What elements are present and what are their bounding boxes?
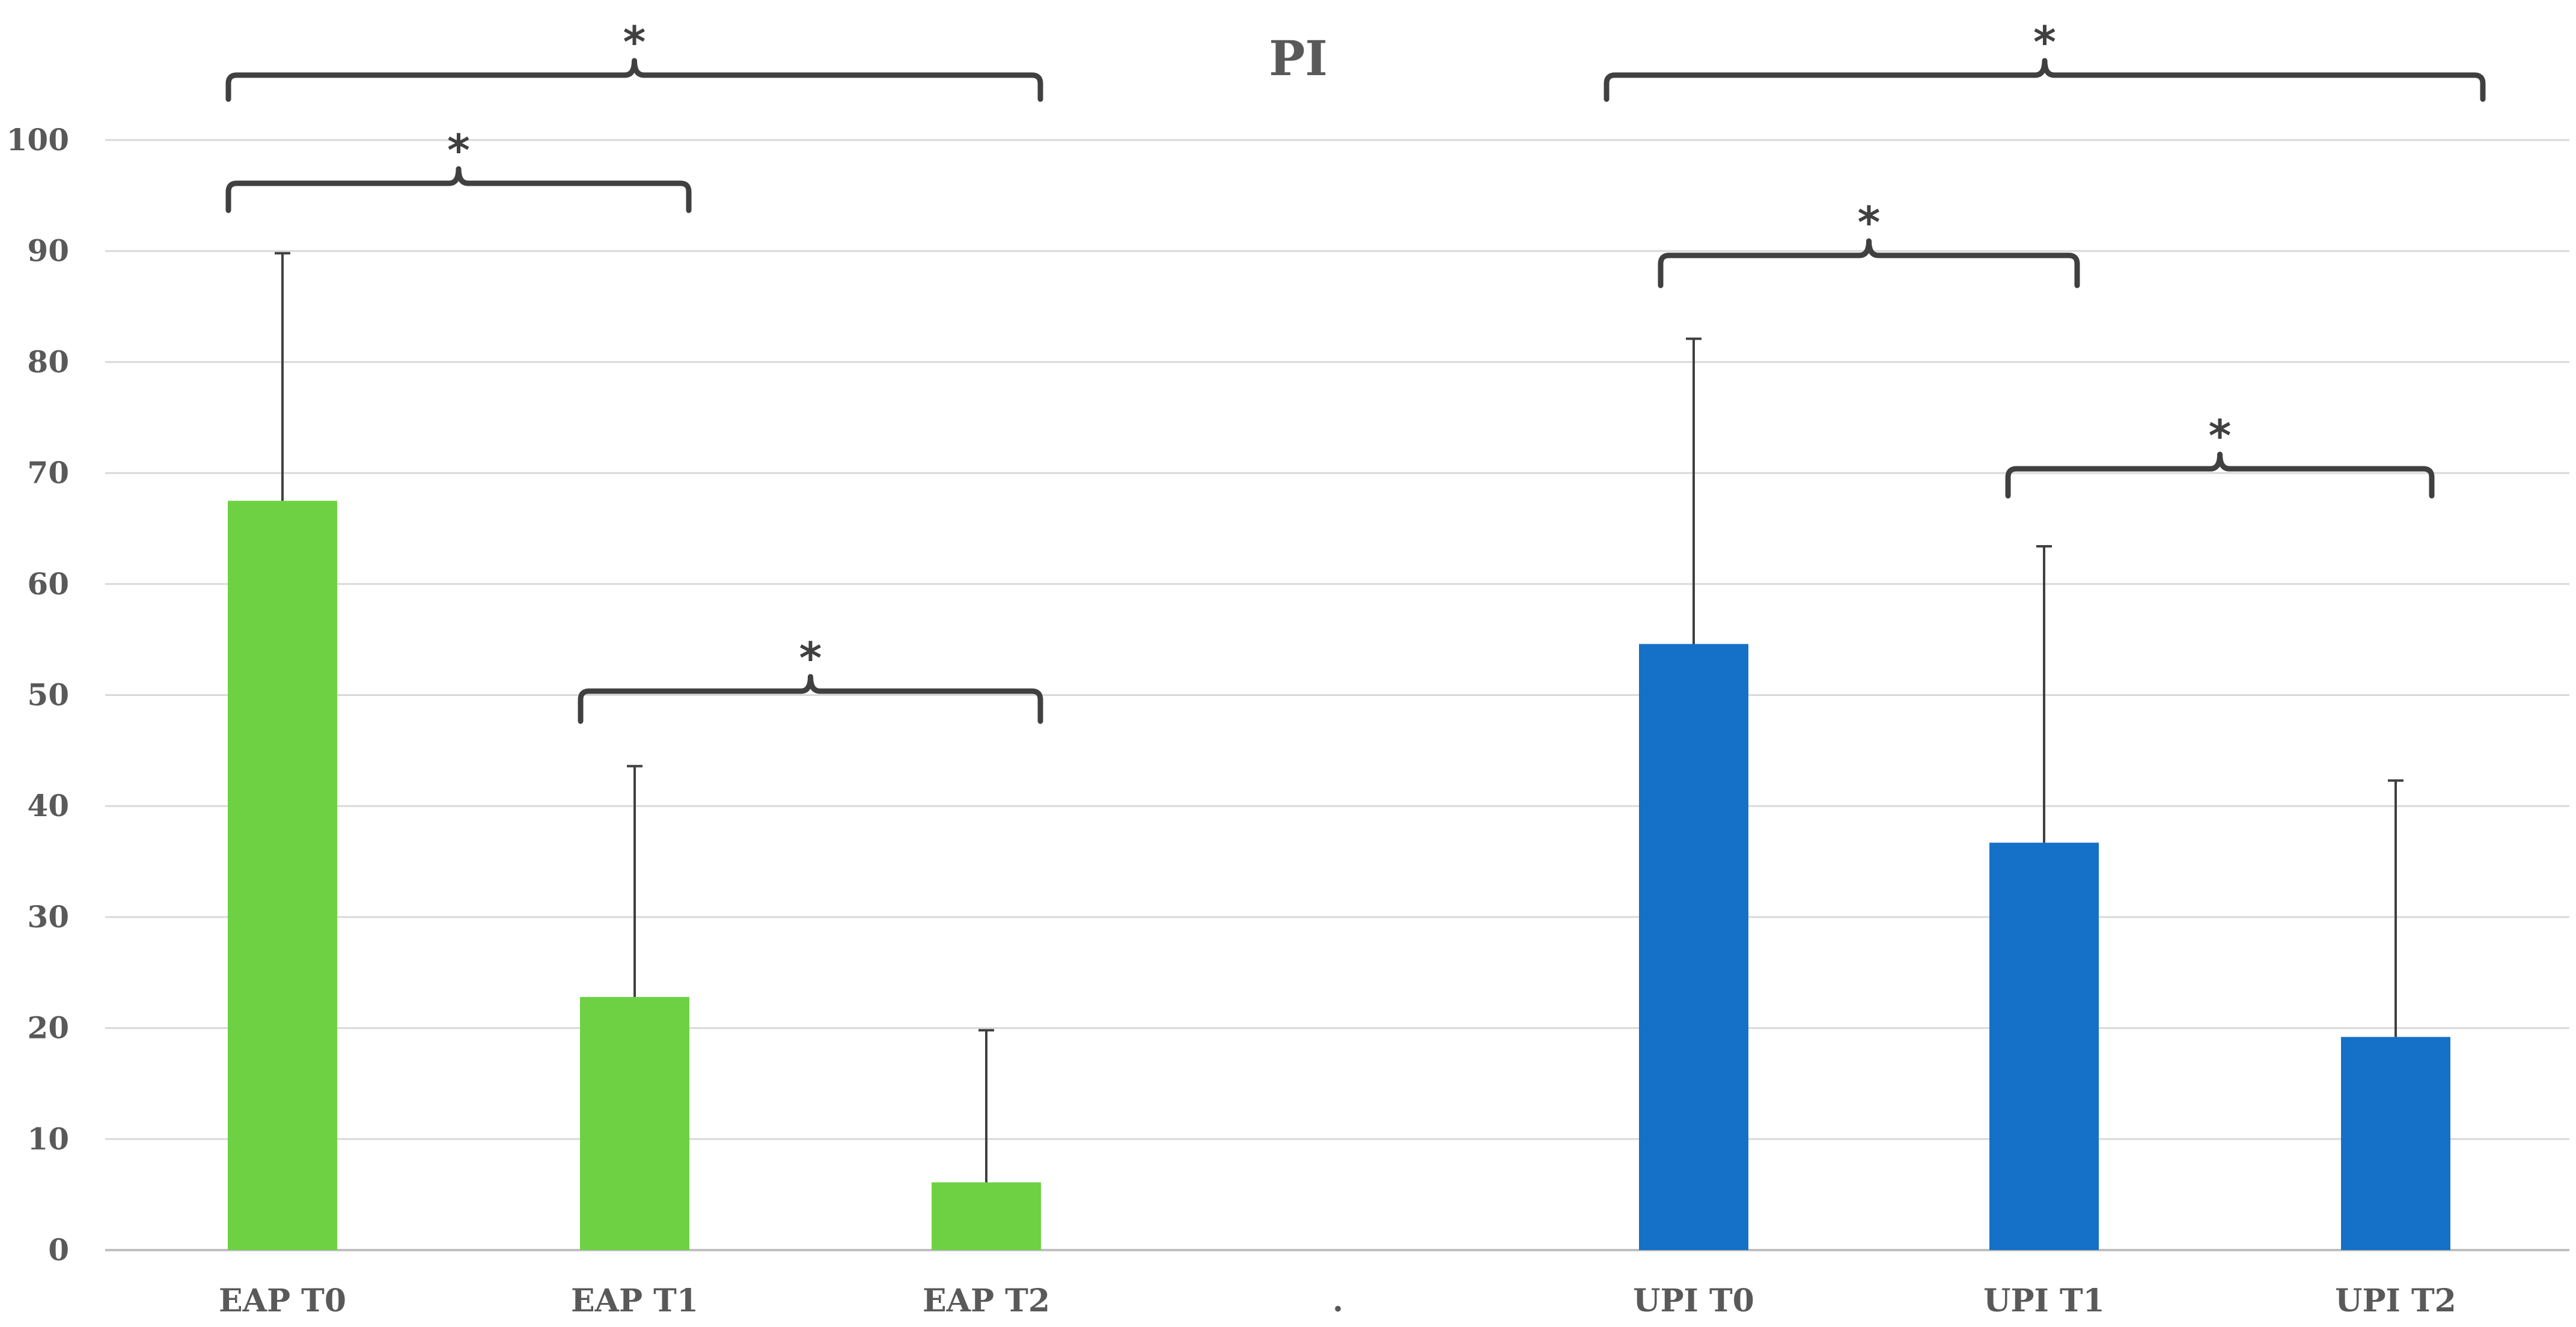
significance-brackets: * * * * * * bbox=[225, 17, 2486, 724]
bar bbox=[2341, 1037, 2450, 1250]
significance-bracket bbox=[1658, 238, 2080, 288]
significance-bracket bbox=[225, 166, 692, 213]
significance-asterisk: * bbox=[447, 125, 470, 175]
category-label: EAP T0 bbox=[219, 1283, 346, 1319]
bar bbox=[1989, 843, 2099, 1250]
significance-bracket bbox=[578, 674, 1043, 724]
y-tick-label: 50 bbox=[27, 677, 69, 713]
x-axis-category-labels: EAP T0 EAP T1 EAP T2. UPI T0 UPI T1 UPI T2 bbox=[219, 1283, 2456, 1319]
significance-asterisk: * bbox=[799, 633, 822, 683]
error-bars bbox=[275, 252, 2404, 1183]
significance-bracket bbox=[2005, 451, 2435, 499]
y-axis-tick-labels: 0 10 20 30 40 50 60 70 80 90 100 bbox=[7, 122, 69, 1268]
y-tick-label: 10 bbox=[27, 1121, 69, 1156]
y-tick-label: 70 bbox=[27, 455, 69, 490]
bars bbox=[228, 501, 2450, 1250]
y-tick-label: 80 bbox=[27, 344, 69, 379]
category-label: EAP T2 bbox=[923, 1283, 1050, 1319]
significance-bracket bbox=[1604, 58, 2486, 102]
significance-asterisk: * bbox=[623, 17, 646, 67]
bar bbox=[228, 501, 337, 1250]
category-label: UPI T0 bbox=[1633, 1283, 1754, 1319]
y-tick-label: 0 bbox=[48, 1232, 69, 1268]
bar bbox=[1639, 644, 1748, 1250]
category-label: UPI T2 bbox=[2335, 1283, 2456, 1319]
y-tick-label: 20 bbox=[27, 1010, 69, 1046]
category-label: UPI T1 bbox=[1983, 1283, 2105, 1319]
category-label: EAP T1 bbox=[571, 1283, 698, 1319]
significance-bracket bbox=[225, 58, 1043, 102]
significance-asterisk: * bbox=[2209, 410, 2232, 461]
y-tick-label: 40 bbox=[27, 788, 69, 823]
chart-title: PI bbox=[1269, 30, 1328, 87]
separator-label: . bbox=[1332, 1283, 1343, 1319]
gridlines bbox=[105, 139, 2569, 1251]
bar bbox=[932, 1182, 1041, 1250]
y-tick-label: 60 bbox=[27, 566, 69, 602]
y-tick-label: 30 bbox=[27, 899, 69, 935]
bar bbox=[580, 996, 689, 1250]
y-tick-label: 90 bbox=[27, 233, 69, 269]
significance-asterisk: * bbox=[1858, 197, 1881, 248]
y-tick-label: 100 bbox=[7, 122, 69, 157]
significance-asterisk: * bbox=[2033, 17, 2056, 67]
